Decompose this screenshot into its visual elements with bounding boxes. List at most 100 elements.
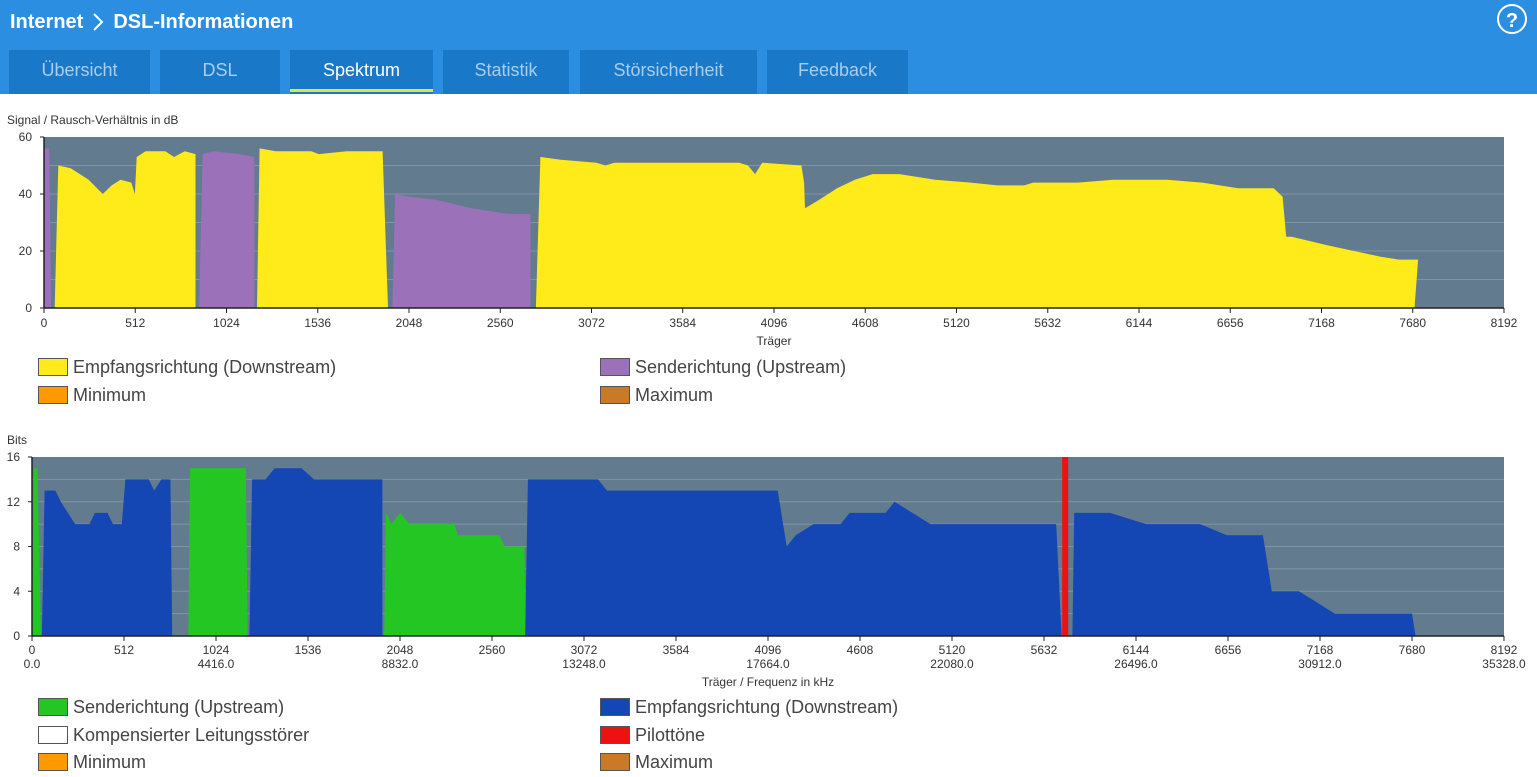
x-tick-label-khz: 30912.0 bbox=[1298, 657, 1342, 671]
x-tick-label: 5120 bbox=[939, 643, 966, 657]
series-area bbox=[41, 479, 173, 636]
chart-title: Signal / Rausch-Verhältnis in dB bbox=[7, 113, 178, 127]
x-tick-label: 4096 bbox=[755, 643, 782, 657]
tab-spectrum[interactable]: Spektrum bbox=[290, 50, 433, 94]
x-tick-label: 7680 bbox=[1399, 643, 1426, 657]
series-area bbox=[32, 468, 41, 636]
y-tick-label: 8 bbox=[13, 540, 20, 554]
x-tick-label: 3584 bbox=[669, 316, 696, 330]
tab-feedback[interactable]: Feedback bbox=[767, 50, 908, 94]
tab-overview[interactable]: Übersicht bbox=[9, 50, 150, 94]
legend-bits-minimum: Minimum bbox=[38, 750, 146, 774]
x-tick-label-khz: 22080.0 bbox=[930, 657, 974, 671]
legend-label: Pilottöne bbox=[635, 724, 706, 745]
x-tick-label: 512 bbox=[125, 316, 145, 330]
x-tick-label: 1024 bbox=[213, 316, 240, 330]
series-area bbox=[188, 468, 248, 636]
x-tick-label-khz: 8832.0 bbox=[382, 657, 419, 671]
x-tick-label: 7680 bbox=[1399, 316, 1426, 330]
legend-swatch bbox=[38, 753, 68, 771]
legend-bits-downstream: Empfangsrichtung (Downstream) bbox=[600, 695, 898, 719]
series-area bbox=[257, 148, 388, 308]
x-axis-label: Träger bbox=[757, 334, 792, 348]
legend-label: Minimum bbox=[73, 751, 147, 772]
x-tick-label: 2048 bbox=[387, 643, 414, 657]
legend-snr-downstream: Empfangsrichtung (Downstream) bbox=[38, 355, 336, 379]
legend-bits-pilot: Pilottöne bbox=[600, 723, 705, 747]
pilot-tone-bar bbox=[1062, 457, 1069, 636]
legend-label: Empfangsrichtung (Downstream) bbox=[635, 696, 899, 717]
series-area bbox=[199, 151, 255, 308]
legend-swatch bbox=[38, 386, 68, 404]
y-tick-label: 4 bbox=[13, 584, 20, 598]
series-area bbox=[392, 194, 531, 308]
legend-bits-maximum: Maximum bbox=[600, 750, 713, 774]
series-area bbox=[525, 479, 1062, 636]
x-tick-label: 1536 bbox=[295, 643, 322, 657]
x-tick-label: 4608 bbox=[847, 643, 874, 657]
x-tick-label: 6656 bbox=[1215, 643, 1242, 657]
x-tick-label-khz: 17664.0 bbox=[746, 657, 790, 671]
x-tick-label: 6144 bbox=[1123, 643, 1150, 657]
tab-statistics[interactable]: Statistik bbox=[443, 50, 569, 94]
breadcrumb: Internet DSL-Informationen bbox=[10, 8, 293, 36]
y-tick-label: 60 bbox=[19, 130, 33, 144]
x-tick-label-khz: 26496.0 bbox=[1114, 657, 1158, 671]
series-area bbox=[44, 148, 52, 308]
breadcrumb-internet-link[interactable]: Internet bbox=[10, 10, 84, 33]
legend-snr-maximum: Maximum bbox=[600, 383, 713, 407]
x-tick-label: 7168 bbox=[1307, 643, 1334, 657]
legend-swatch bbox=[38, 726, 68, 744]
legend-swatch bbox=[600, 753, 630, 771]
y-tick-label: 16 bbox=[7, 450, 21, 464]
tab-noise-immunity[interactable]: Störsicherheit bbox=[580, 50, 757, 94]
x-tick-label: 1536 bbox=[304, 316, 331, 330]
y-tick-label: 12 bbox=[7, 495, 21, 509]
page-title: DSL-Informationen bbox=[113, 10, 294, 33]
header-bar: Internet DSL-Informationen ? Übersicht D… bbox=[0, 0, 1537, 94]
x-tick-label: 1024 bbox=[203, 643, 230, 657]
help-icon[interactable]: ? bbox=[1497, 4, 1527, 34]
legend-swatch bbox=[600, 698, 630, 716]
x-tick-label-khz: 35328.0 bbox=[1482, 657, 1526, 671]
x-tick-label-khz: 13248.0 bbox=[562, 657, 606, 671]
series-area bbox=[54, 151, 196, 308]
x-tick-label: 2560 bbox=[479, 643, 506, 657]
legend-label: Kompensierter Leitungsstörer bbox=[73, 724, 310, 745]
series-area bbox=[384, 512, 527, 636]
x-tick-label: 2560 bbox=[487, 316, 514, 330]
x-tick-label: 6144 bbox=[1126, 316, 1153, 330]
legend-bits-upstream: Senderichtung (Upstream) bbox=[38, 695, 284, 719]
legend-label: Maximum bbox=[635, 384, 714, 405]
legend-swatch bbox=[600, 358, 630, 376]
series-area bbox=[535, 157, 1419, 308]
legend-label: Senderichtung (Upstream) bbox=[635, 356, 847, 377]
x-tick-label: 5632 bbox=[1031, 643, 1058, 657]
x-tick-label: 4608 bbox=[852, 316, 879, 330]
x-tick-label: 512 bbox=[114, 643, 134, 657]
y-tick-label: 0 bbox=[25, 301, 32, 315]
legend-swatch bbox=[600, 386, 630, 404]
x-tick-label: 3584 bbox=[663, 643, 690, 657]
y-tick-label: 0 bbox=[13, 629, 20, 643]
x-tick-label: 0 bbox=[41, 316, 48, 330]
x-tick-label: 8192 bbox=[1491, 643, 1518, 657]
legend-swatch bbox=[38, 358, 68, 376]
x-axis-label: Träger / Frequenz in kHz bbox=[702, 675, 834, 689]
legend-snr-upstream: Senderichtung (Upstream) bbox=[600, 355, 846, 379]
series-area bbox=[249, 468, 383, 636]
x-tick-label: 4096 bbox=[761, 316, 788, 330]
y-tick-label: 20 bbox=[19, 244, 33, 258]
x-tick-label: 2048 bbox=[396, 316, 423, 330]
tab-dsl[interactable]: DSL bbox=[160, 50, 280, 94]
x-tick-label: 5120 bbox=[943, 316, 970, 330]
x-tick-label: 3072 bbox=[578, 316, 605, 330]
y-tick-label: 40 bbox=[19, 187, 33, 201]
legend-swatch bbox=[38, 698, 68, 716]
chevron-right-icon bbox=[93, 13, 104, 31]
legend-swatch bbox=[600, 726, 630, 744]
x-tick-label: 6656 bbox=[1217, 316, 1244, 330]
chart-title: Bits bbox=[7, 433, 27, 447]
legend-label: Maximum bbox=[635, 751, 714, 772]
